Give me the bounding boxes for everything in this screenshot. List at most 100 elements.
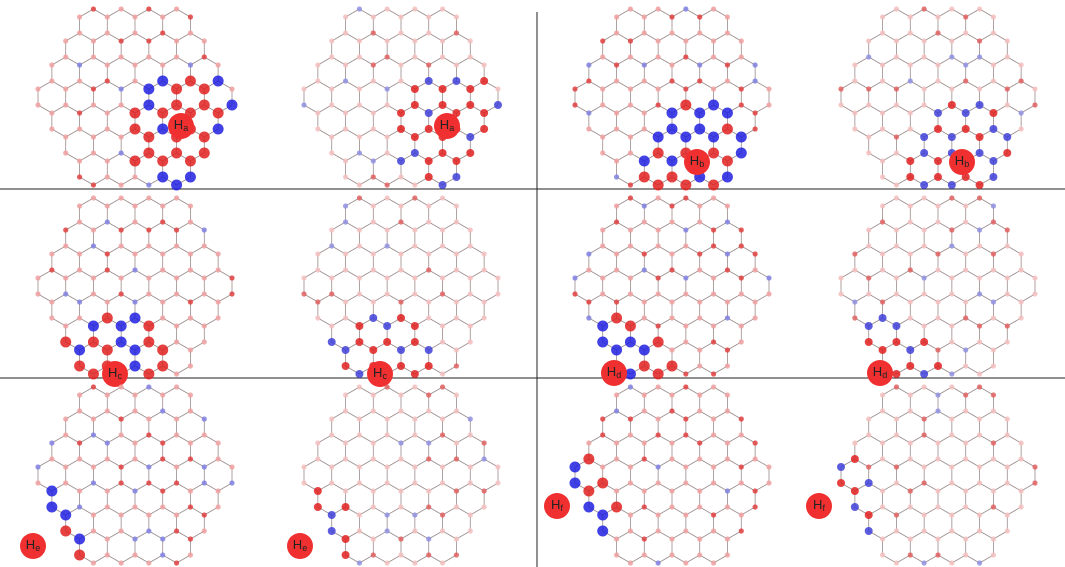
atom bbox=[697, 315, 702, 320]
atom bbox=[371, 251, 376, 256]
atom bbox=[213, 76, 224, 87]
atom bbox=[157, 156, 168, 167]
atom bbox=[614, 456, 619, 461]
atom bbox=[412, 227, 417, 232]
atom bbox=[894, 243, 899, 248]
atom bbox=[977, 243, 982, 248]
molecule: Hd bbox=[838, 195, 1037, 386]
atom bbox=[628, 275, 633, 280]
atom bbox=[922, 560, 927, 565]
atom bbox=[894, 182, 899, 187]
atom bbox=[669, 488, 674, 493]
atom bbox=[656, 416, 661, 421]
atom bbox=[174, 464, 179, 469]
atom bbox=[667, 361, 678, 372]
atom bbox=[132, 219, 137, 224]
atom bbox=[963, 440, 968, 445]
atom bbox=[894, 275, 899, 280]
atom bbox=[454, 363, 459, 368]
atom bbox=[440, 528, 445, 533]
atom bbox=[656, 323, 661, 328]
atom bbox=[935, 299, 940, 304]
atom bbox=[991, 14, 996, 19]
atom bbox=[143, 337, 154, 348]
atom bbox=[77, 299, 82, 304]
atom bbox=[1005, 480, 1010, 485]
atom bbox=[411, 101, 419, 109]
atom bbox=[697, 251, 702, 256]
atom bbox=[852, 251, 857, 256]
atom bbox=[586, 110, 591, 115]
atom bbox=[440, 243, 445, 248]
atom bbox=[949, 384, 954, 389]
atom bbox=[977, 275, 982, 280]
atom bbox=[683, 86, 688, 91]
atom bbox=[667, 172, 678, 183]
atom bbox=[46, 486, 57, 497]
atom bbox=[77, 78, 82, 83]
atom bbox=[91, 384, 96, 389]
atom bbox=[614, 62, 619, 67]
atom bbox=[866, 432, 871, 437]
atom bbox=[91, 291, 96, 296]
atom bbox=[963, 78, 968, 83]
atom bbox=[586, 267, 591, 272]
atom bbox=[343, 251, 348, 256]
atom bbox=[669, 504, 674, 509]
atom bbox=[343, 440, 348, 445]
atom bbox=[1032, 464, 1037, 469]
atom bbox=[600, 38, 605, 43]
atom bbox=[440, 339, 445, 344]
atom bbox=[977, 432, 982, 437]
atom bbox=[711, 54, 716, 59]
atom bbox=[130, 345, 141, 356]
atom bbox=[908, 392, 913, 397]
atom bbox=[711, 339, 716, 344]
atom bbox=[922, 38, 927, 43]
atom bbox=[160, 30, 165, 35]
atom bbox=[922, 323, 927, 328]
atom bbox=[711, 275, 716, 280]
atom bbox=[642, 392, 647, 397]
atom bbox=[739, 102, 744, 107]
atom bbox=[991, 251, 996, 256]
atom bbox=[77, 488, 82, 493]
atom bbox=[852, 62, 857, 67]
atom bbox=[425, 77, 433, 85]
atom bbox=[611, 502, 622, 513]
atom bbox=[171, 180, 182, 191]
atom bbox=[683, 560, 688, 565]
atom bbox=[600, 86, 605, 91]
label-sub: b bbox=[964, 159, 969, 169]
atom bbox=[697, 440, 702, 445]
atom bbox=[866, 243, 871, 248]
atom bbox=[132, 203, 137, 208]
atom bbox=[343, 126, 348, 131]
atom bbox=[174, 339, 179, 344]
atom bbox=[119, 432, 124, 437]
label-sub: d bbox=[882, 370, 887, 380]
atom bbox=[851, 487, 859, 495]
atom bbox=[711, 528, 716, 533]
atom bbox=[143, 84, 154, 95]
atom bbox=[1019, 267, 1024, 272]
atom bbox=[908, 536, 913, 541]
atom bbox=[342, 346, 350, 354]
atom bbox=[697, 504, 702, 509]
atom bbox=[838, 291, 843, 296]
atom bbox=[991, 408, 996, 413]
atom bbox=[725, 504, 730, 509]
atom bbox=[739, 38, 744, 43]
atom bbox=[130, 108, 141, 119]
atom bbox=[91, 134, 96, 139]
label-sub: e bbox=[302, 543, 307, 553]
atom bbox=[669, 62, 674, 67]
atom bbox=[411, 322, 419, 330]
atom bbox=[1032, 86, 1037, 91]
atom bbox=[301, 275, 306, 280]
atom bbox=[88, 337, 99, 348]
atom bbox=[642, 456, 647, 461]
atom bbox=[697, 30, 702, 35]
atom bbox=[439, 149, 447, 157]
atom bbox=[385, 416, 390, 421]
